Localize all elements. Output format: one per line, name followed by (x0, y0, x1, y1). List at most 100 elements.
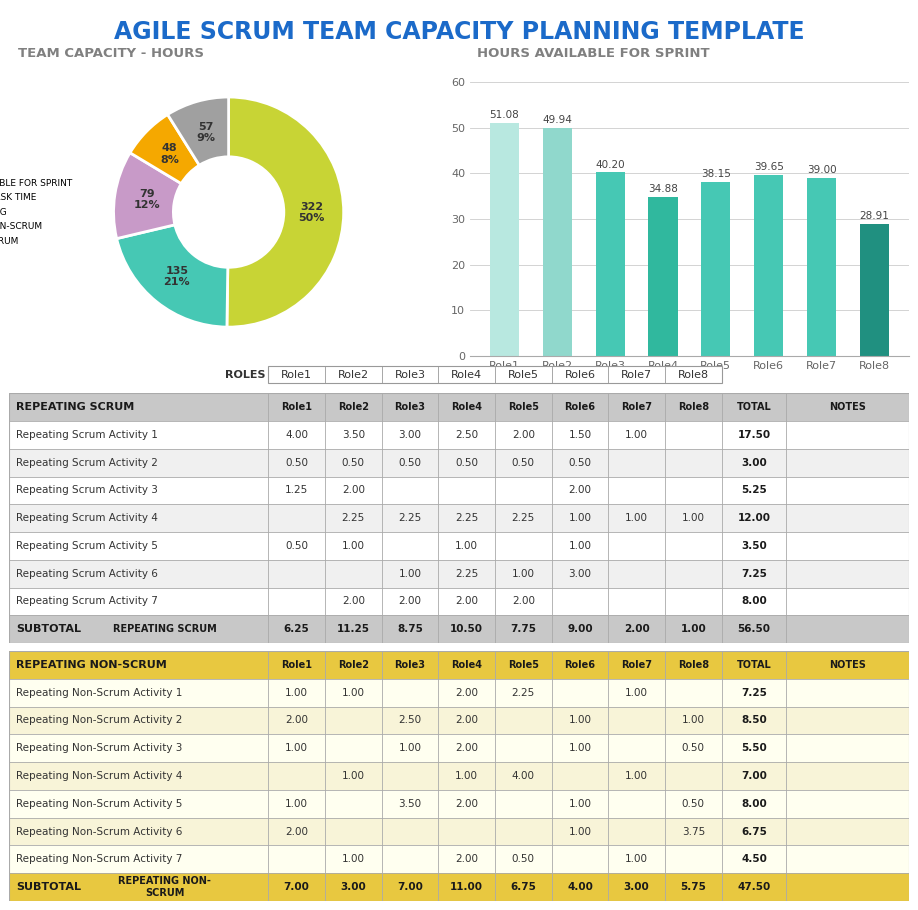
Bar (701, 182, 731, 356)
Text: 2.00: 2.00 (455, 715, 478, 725)
Text: 4.00: 4.00 (512, 771, 535, 781)
Text: 1.00: 1.00 (455, 541, 478, 551)
Text: 1.00: 1.00 (512, 569, 535, 579)
Bar (9, 652, 909, 679)
Text: 3.00: 3.00 (568, 569, 591, 579)
Bar (9, 504, 909, 532)
Text: 3.50: 3.50 (741, 541, 767, 551)
Text: REPEATING SCRUM: REPEATING SCRUM (17, 402, 135, 412)
Text: 48
8%: 48 8% (160, 143, 179, 165)
Text: Role8: Role8 (677, 660, 709, 670)
Wedge shape (130, 115, 199, 184)
Text: 8.00: 8.00 (741, 596, 767, 606)
Text: Role6: Role6 (565, 660, 596, 670)
Text: 0.50: 0.50 (512, 458, 535, 468)
Text: 1.50: 1.50 (568, 430, 591, 440)
Text: 12.00: 12.00 (737, 513, 770, 523)
Wedge shape (168, 97, 229, 166)
Bar (754, 175, 783, 356)
Text: 49.94: 49.94 (543, 116, 572, 126)
Text: SUBTOTAL: SUBTOTAL (17, 624, 82, 634)
Text: Role5: Role5 (508, 660, 539, 670)
Text: 4.50: 4.50 (741, 854, 767, 864)
Text: 1.00: 1.00 (625, 771, 648, 781)
Bar (543, 128, 572, 356)
Text: 3.50: 3.50 (341, 430, 364, 440)
Text: 6.25: 6.25 (284, 624, 309, 634)
Text: 4.00: 4.00 (285, 430, 308, 440)
Text: REPEATING NON-SCRUM: REPEATING NON-SCRUM (17, 660, 167, 670)
Text: 3.00: 3.00 (341, 882, 366, 892)
Bar (648, 197, 677, 356)
Text: 0.50: 0.50 (398, 458, 421, 468)
Text: Repeating Scrum Activity 1: Repeating Scrum Activity 1 (17, 430, 158, 440)
Text: REPEATING NON-
SCRUM: REPEATING NON- SCRUM (118, 876, 211, 898)
Text: 2.50: 2.50 (398, 715, 421, 725)
Text: 1.00: 1.00 (398, 569, 421, 579)
Text: 1.00: 1.00 (682, 715, 705, 725)
Legend: HOURS AVAILABLE FOR SPRINT, OTHER NON-TASK TIME, NON-REPEATING, REPEATING NON-SC: HOURS AVAILABLE FOR SPRINT, OTHER NON-TA… (0, 175, 75, 249)
Text: 0.50: 0.50 (455, 458, 478, 468)
Text: 0.50: 0.50 (682, 743, 705, 753)
Bar (9, 790, 909, 818)
Text: Role7: Role7 (621, 660, 652, 670)
Text: 7.00: 7.00 (284, 882, 309, 892)
Bar (807, 177, 836, 356)
Text: 2.00: 2.00 (285, 826, 308, 836)
Text: 3.75: 3.75 (682, 826, 705, 836)
Text: 2.00: 2.00 (455, 799, 478, 809)
Text: 2.00: 2.00 (455, 596, 478, 606)
Text: Repeating Non-Scrum Activity 6: Repeating Non-Scrum Activity 6 (17, 826, 183, 836)
Text: 1.00: 1.00 (398, 743, 421, 753)
Text: 11.00: 11.00 (450, 882, 483, 892)
Text: Repeating Scrum Activity 2: Repeating Scrum Activity 2 (17, 458, 158, 468)
Text: Repeating Scrum Activity 4: Repeating Scrum Activity 4 (17, 513, 158, 523)
Text: 2.00: 2.00 (512, 596, 535, 606)
Text: 2.50: 2.50 (455, 430, 478, 440)
Bar (490, 123, 519, 356)
Text: 1.00: 1.00 (625, 688, 648, 698)
Text: 1.00: 1.00 (341, 854, 364, 864)
Bar (9, 393, 909, 421)
Text: 2.25: 2.25 (341, 513, 365, 523)
Text: 9.00: 9.00 (567, 624, 593, 634)
Bar (268, 366, 722, 383)
Text: 38.15: 38.15 (700, 169, 731, 179)
Bar (9, 679, 909, 707)
Text: Role6: Role6 (565, 402, 596, 412)
Text: 2.00: 2.00 (624, 624, 650, 634)
Text: 7.00: 7.00 (397, 882, 423, 892)
Text: 2.25: 2.25 (511, 513, 535, 523)
Text: Role5: Role5 (508, 369, 539, 379)
Bar (860, 224, 889, 356)
Bar (9, 421, 909, 449)
Bar (9, 818, 909, 845)
Text: TEAM CAPACITY - HOURS: TEAM CAPACITY - HOURS (18, 47, 205, 60)
Text: Role4: Role4 (451, 369, 482, 379)
Text: 1.00: 1.00 (625, 854, 648, 864)
Text: 1.00: 1.00 (568, 826, 591, 836)
Text: 1.00: 1.00 (680, 624, 706, 634)
Text: Role8: Role8 (677, 369, 709, 379)
Bar (9, 615, 909, 643)
Text: 56.50: 56.50 (737, 624, 770, 634)
Text: 1.00: 1.00 (625, 430, 648, 440)
Text: 3.00: 3.00 (741, 458, 767, 468)
Text: 0.50: 0.50 (341, 458, 364, 468)
Text: 2.25: 2.25 (455, 513, 478, 523)
Text: 7.25: 7.25 (741, 569, 767, 579)
Text: 2.25: 2.25 (455, 569, 478, 579)
Text: 34.88: 34.88 (648, 184, 677, 194)
Text: Repeating Scrum Activity 5: Repeating Scrum Activity 5 (17, 541, 158, 551)
Text: 5.25: 5.25 (741, 485, 767, 495)
Text: HOURS AVAILABLE FOR SPRINT: HOURS AVAILABLE FOR SPRINT (477, 47, 710, 60)
Text: Repeating Non-Scrum Activity 7: Repeating Non-Scrum Activity 7 (17, 854, 183, 864)
Bar (9, 763, 909, 790)
Text: 2.00: 2.00 (341, 596, 364, 606)
Bar (9, 449, 909, 477)
Text: 1.00: 1.00 (568, 799, 591, 809)
Text: 1.00: 1.00 (568, 743, 591, 753)
Text: 1.00: 1.00 (568, 541, 591, 551)
Text: 1.00: 1.00 (568, 715, 591, 725)
Text: 6.75: 6.75 (741, 826, 767, 836)
